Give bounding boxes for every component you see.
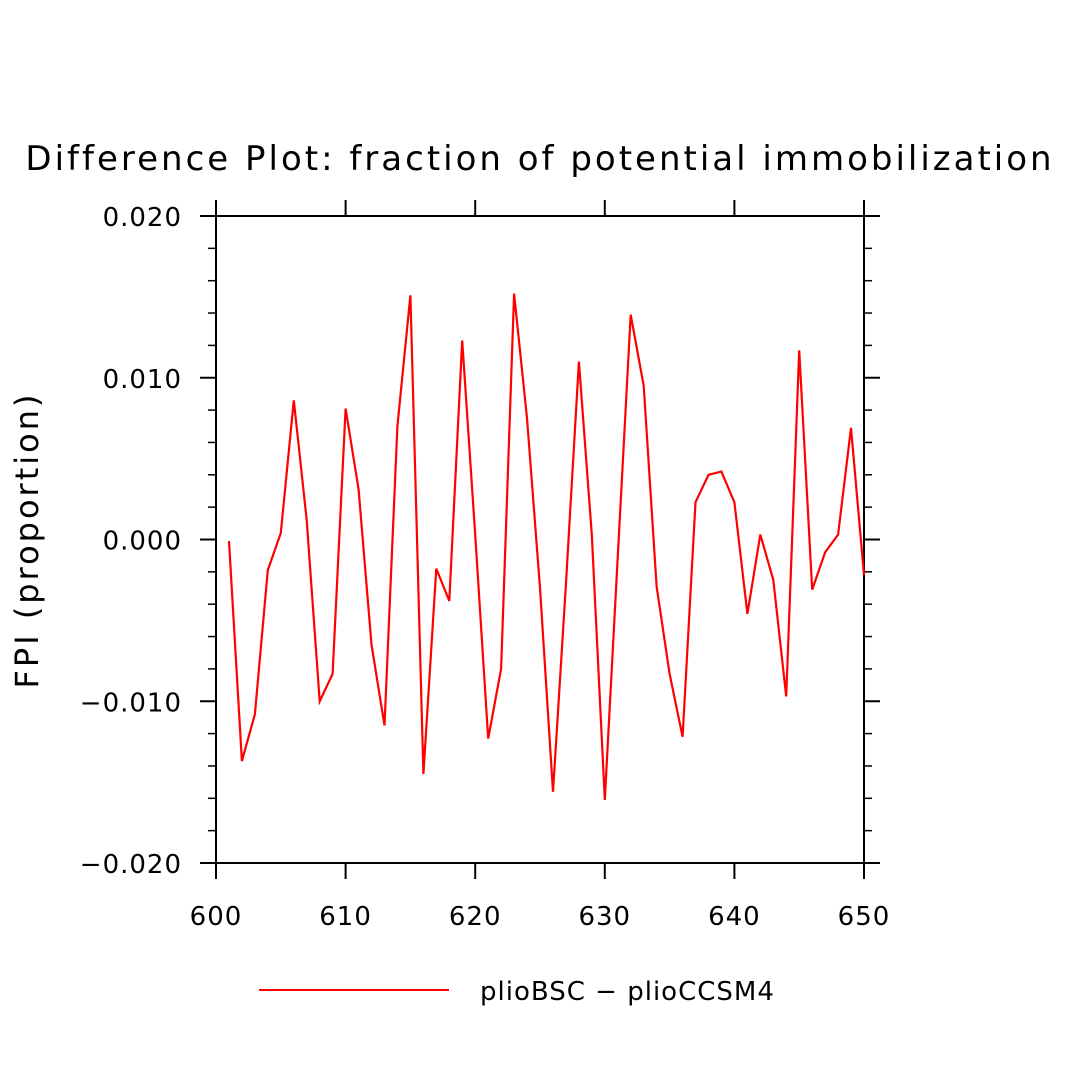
plot-frame xyxy=(215,215,865,864)
legend-label: plioBSC − plioCCSM4 xyxy=(480,977,775,1007)
x-tick-label: 620 xyxy=(449,902,502,932)
y-tick-label: −0.010 xyxy=(80,688,182,718)
x-tick-label: 610 xyxy=(319,902,372,932)
y-tick-label: 0.000 xyxy=(103,527,182,557)
x-tick-label: 650 xyxy=(838,902,891,932)
y-tick-label: 0.020 xyxy=(103,203,182,233)
x-tick-label: 600 xyxy=(190,902,243,932)
x-tick-label: 640 xyxy=(708,902,761,932)
y-tick-label: 0.010 xyxy=(103,365,182,395)
y-tick-label: −0.020 xyxy=(80,850,182,880)
series-line xyxy=(227,293,866,800)
y-axis-label: FPI (proportion) xyxy=(8,392,46,689)
chart-title: Difference Plot: fraction of potential i… xyxy=(25,139,1054,179)
x-tick-label: 630 xyxy=(578,902,631,932)
